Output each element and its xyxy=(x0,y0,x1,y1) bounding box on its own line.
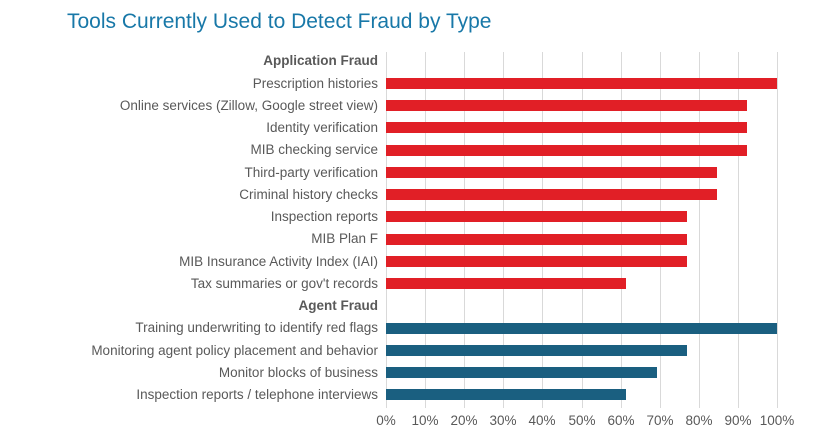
gridline-60% xyxy=(621,52,622,408)
data-bar xyxy=(386,344,687,356)
gridlines xyxy=(386,52,778,408)
category-label: Monitor blocks of business xyxy=(218,364,378,380)
x-axis-tick-label: 10% xyxy=(411,413,439,428)
plot-area: Application Fraud Prescription histories O… xyxy=(0,50,818,446)
bar-track xyxy=(386,228,777,250)
chart-title: Tools Currently Used to Detect Fraud by … xyxy=(67,10,492,33)
gridline-90% xyxy=(738,52,739,408)
table-row: Criminal history checks xyxy=(0,184,818,206)
category-label: Criminal history checks xyxy=(239,186,378,202)
data-bar xyxy=(386,255,687,267)
category-label: Inspection reports xyxy=(270,209,378,225)
category-rows: Application Fraud Prescription histories O… xyxy=(0,50,818,406)
table-row: Inspection reports xyxy=(0,206,818,228)
data-bar xyxy=(386,389,627,401)
bar-track xyxy=(386,139,777,161)
category-label: Monitoring agent policy placement and be… xyxy=(91,342,378,358)
table-row: Identity verification xyxy=(0,117,818,139)
gridline-0% xyxy=(386,52,387,408)
category-label: Training underwriting to identify red fl… xyxy=(135,320,378,336)
group-header-label: Application Fraud xyxy=(263,53,378,69)
bar-track xyxy=(386,161,777,183)
category-label: MIB Insurance Activity Index (IAI) xyxy=(179,253,378,269)
x-axis-tick-label: 100% xyxy=(759,413,795,428)
data-bar xyxy=(386,144,747,156)
data-bar xyxy=(386,233,687,245)
table-row: Training underwriting to identify red fl… xyxy=(0,317,818,339)
x-axis-tick-label: 80% xyxy=(685,413,713,428)
bar-track xyxy=(386,273,777,295)
data-bar xyxy=(386,278,627,290)
group-header-label: Agent Fraud xyxy=(298,298,379,314)
data-bar xyxy=(386,211,687,223)
category-label: Third-party verification xyxy=(244,164,378,180)
bar-track xyxy=(386,362,777,384)
table-row: Online services (Zillow, Google street v… xyxy=(0,95,818,117)
data-bar xyxy=(386,77,777,89)
category-label: Online services (Zillow, Google street v… xyxy=(119,97,378,113)
x-axis-tick-label: 70% xyxy=(646,413,674,428)
x-axis-tick-label: 20% xyxy=(450,413,478,428)
category-label: Prescription histories xyxy=(252,75,378,91)
bar-track xyxy=(386,317,777,339)
category-label: MIB checking service xyxy=(250,142,378,158)
category-label: Inspection reports / telephone interview… xyxy=(136,387,378,403)
category-label: MIB Plan F xyxy=(311,231,378,247)
x-axis-tick-label: 30% xyxy=(489,413,517,428)
table-row: Monitoring agent policy placement and be… xyxy=(0,339,818,361)
gridline-30% xyxy=(503,52,504,408)
table-row: Inspection reports / telephone interview… xyxy=(0,384,818,406)
data-bar xyxy=(386,122,747,134)
gridline-50% xyxy=(582,52,583,408)
table-row: MIB Insurance Activity Index (IAI) xyxy=(0,250,818,272)
table-row: Third-party verification xyxy=(0,161,818,183)
table-row: Tax summaries or gov't records xyxy=(0,273,818,295)
x-axis: 0% 10% 20% 30% 40% 50% 60% 70% 80% 90% 100% xyxy=(376,413,794,431)
category-label: Tax summaries or gov't records xyxy=(190,275,378,291)
gridline-20% xyxy=(464,52,465,408)
bar-track xyxy=(386,95,777,117)
bar-track xyxy=(386,206,777,228)
bar-track xyxy=(386,250,777,272)
table-row: Prescription histories xyxy=(0,72,818,94)
data-bar xyxy=(386,189,717,201)
x-axis-tick-label: 0% xyxy=(376,413,396,428)
gridline-40% xyxy=(542,52,543,408)
gridline-10% xyxy=(425,52,426,408)
group-header-row: Agent Fraud xyxy=(0,295,818,317)
data-bar xyxy=(386,166,717,178)
x-axis-tick-label: 50% xyxy=(568,413,596,428)
data-bar xyxy=(386,322,777,334)
gridline-80% xyxy=(699,52,700,408)
x-axis-tick-label: 40% xyxy=(528,413,556,428)
data-bar xyxy=(386,100,747,112)
bar-track xyxy=(386,384,777,406)
category-label: Identity verification xyxy=(266,120,378,136)
x-axis-tick-label: 90% xyxy=(724,413,752,428)
bar-track xyxy=(386,72,777,94)
bar-track xyxy=(386,339,777,361)
table-row: Monitor blocks of business xyxy=(0,362,818,384)
group-header-row: Application Fraud xyxy=(0,50,818,72)
gridline-70% xyxy=(660,52,661,408)
x-axis-tick-label: 60% xyxy=(607,413,635,428)
table-row: MIB checking service xyxy=(0,139,818,161)
data-bar xyxy=(386,367,657,379)
bar-track xyxy=(386,117,777,139)
table-row: MIB Plan F xyxy=(0,228,818,250)
gridline-100% xyxy=(777,52,778,408)
bar-track xyxy=(386,184,777,206)
